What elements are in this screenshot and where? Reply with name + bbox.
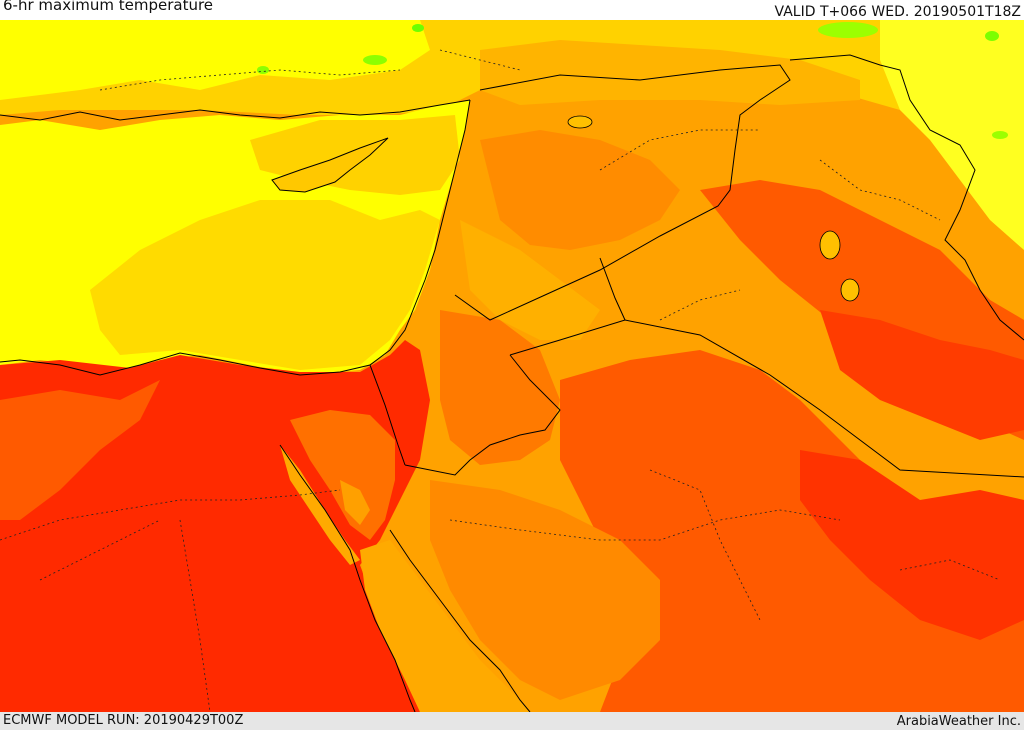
central-light-orange <box>460 220 600 340</box>
map-canvas <box>0 20 1024 712</box>
province-lines <box>0 49 1001 712</box>
arabia-orange-patch <box>430 480 660 700</box>
iraq-deep-red <box>820 310 1024 440</box>
green-spot <box>818 22 878 38</box>
green-spot <box>992 131 1008 139</box>
border-line <box>369 364 406 466</box>
green-spot <box>257 66 269 74</box>
green-spot <box>363 55 387 65</box>
coastline-turkey <box>0 99 471 121</box>
valid-time-label: VALID T+066 WED. 20190501T18Z <box>774 4 1021 20</box>
model-run-label: ECMWF MODEL RUN: 20190429T00Z <box>3 713 244 728</box>
footer-bar: ECMWF MODEL RUN: 20190429T00Z ArabiaWeat… <box>0 712 1024 729</box>
north-orange-strip <box>480 40 860 105</box>
cyprus-island <box>271 137 389 193</box>
credit-label: ArabiaWeather Inc. <box>896 714 1021 729</box>
lake <box>840 278 860 302</box>
northeast-yellow <box>880 20 1024 250</box>
saudi-deep-red <box>800 450 1024 640</box>
red-sea <box>360 540 530 712</box>
coastline-red-sea-west <box>279 444 416 712</box>
border-line <box>789 54 1024 341</box>
lake <box>819 230 841 260</box>
green-spot <box>985 31 999 41</box>
temperature-map[interactable] <box>0 20 1024 712</box>
green-spot <box>412 24 424 32</box>
border-line <box>509 319 1024 478</box>
sea-inner-yellow <box>90 200 440 370</box>
syria-orange <box>480 130 680 250</box>
lake <box>567 115 593 129</box>
north-bright-yellow <box>0 20 430 100</box>
coastline-levant <box>0 99 471 376</box>
border-line <box>404 354 561 476</box>
border-line <box>599 257 626 321</box>
map-title: 6-hr maximum temperature <box>3 0 214 14</box>
border-line <box>454 64 791 321</box>
header-bar: 6-hr maximum temperature VALID T+066 WED… <box>0 0 1024 20</box>
coastline-red-sea-east <box>389 529 531 712</box>
saudi-red-zone <box>560 350 1024 712</box>
sinai-light <box>340 480 370 525</box>
egypt-orange-inner <box>0 380 160 520</box>
